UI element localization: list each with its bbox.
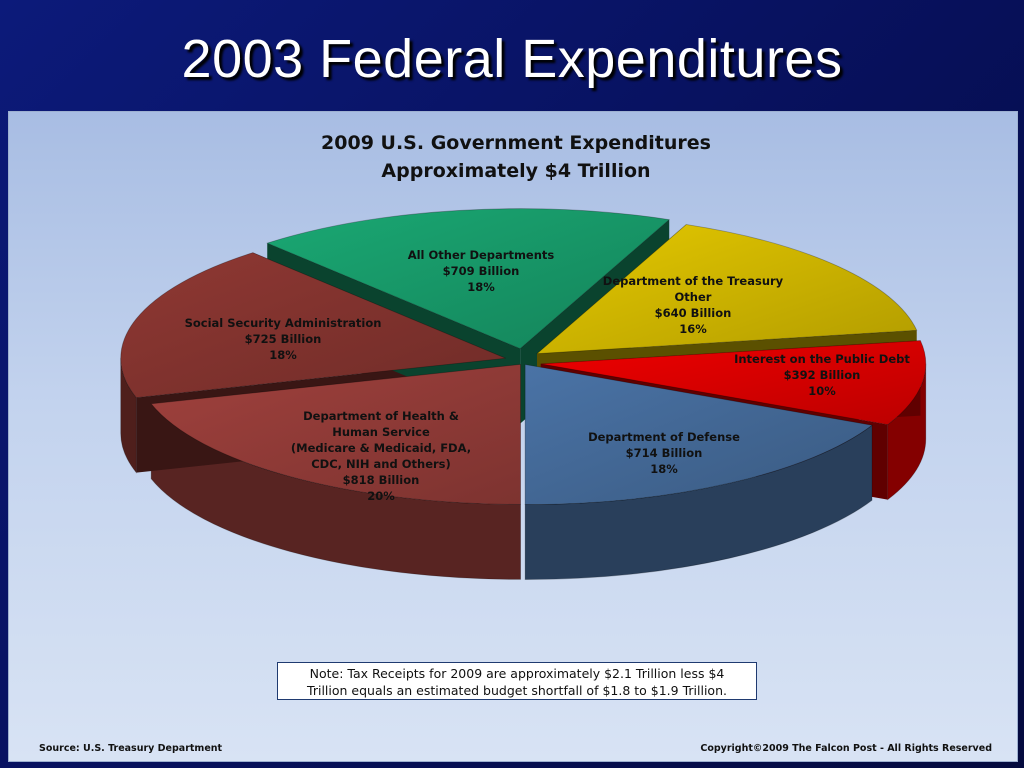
pie-labels: Department of Health & Human Service (Medi… — [185, 248, 911, 503]
slice-label-ssa: Social Security Administration $725 Billi… — [185, 316, 382, 362]
slice-label-interest: Interest on the Public Debt $392 Billion 1… — [734, 352, 910, 398]
pie-side-defense-b — [524, 424, 873, 580]
pie-slice-treasury — [535, 224, 918, 355]
copyright-text: Copyright©2009 The Falcon Post - All Rig… — [700, 743, 992, 754]
pie-slice-defense — [524, 364, 873, 505]
pie-slice-hhs — [150, 363, 522, 505]
slice-label-treasury: Department of the Treasury Other $640 Bill… — [603, 274, 784, 336]
slide-title: 2003 Federal Expenditures — [181, 29, 843, 89]
chart-frame: 2009 U.S. Government Expenditures Approx… — [8, 111, 1018, 762]
slice-label-hhs: Department of Health & Human Service (Medi… — [291, 409, 471, 503]
pie-tops — [120, 208, 927, 505]
pie-chart: 2009 U.S. Government Expenditures Approx… — [39, 132, 992, 754]
note-box: Note: Tax Receipts for 2009 are approxim… — [277, 662, 757, 700]
chart-title-line-2: Approximately $4 Trillion — [381, 160, 650, 182]
slice-label-defense: Department of Defense $714 Billion 18% — [588, 430, 740, 476]
note-line-2: Trillion equals an estimated budget shor… — [307, 683, 727, 698]
slice-label-other: All Other Departments $709 Billion 18% — [408, 248, 555, 294]
chart-title-line-1: 2009 U.S. Government Expenditures — [321, 132, 711, 154]
pie-slice-ssa — [120, 252, 506, 399]
pie-slice-other — [266, 208, 671, 350]
pie-slice-interest — [540, 340, 927, 426]
source-text: Source: U.S. Treasury Department — [39, 743, 223, 754]
note-line-1: Note: Tax Receipts for 2009 are approxim… — [309, 666, 725, 681]
